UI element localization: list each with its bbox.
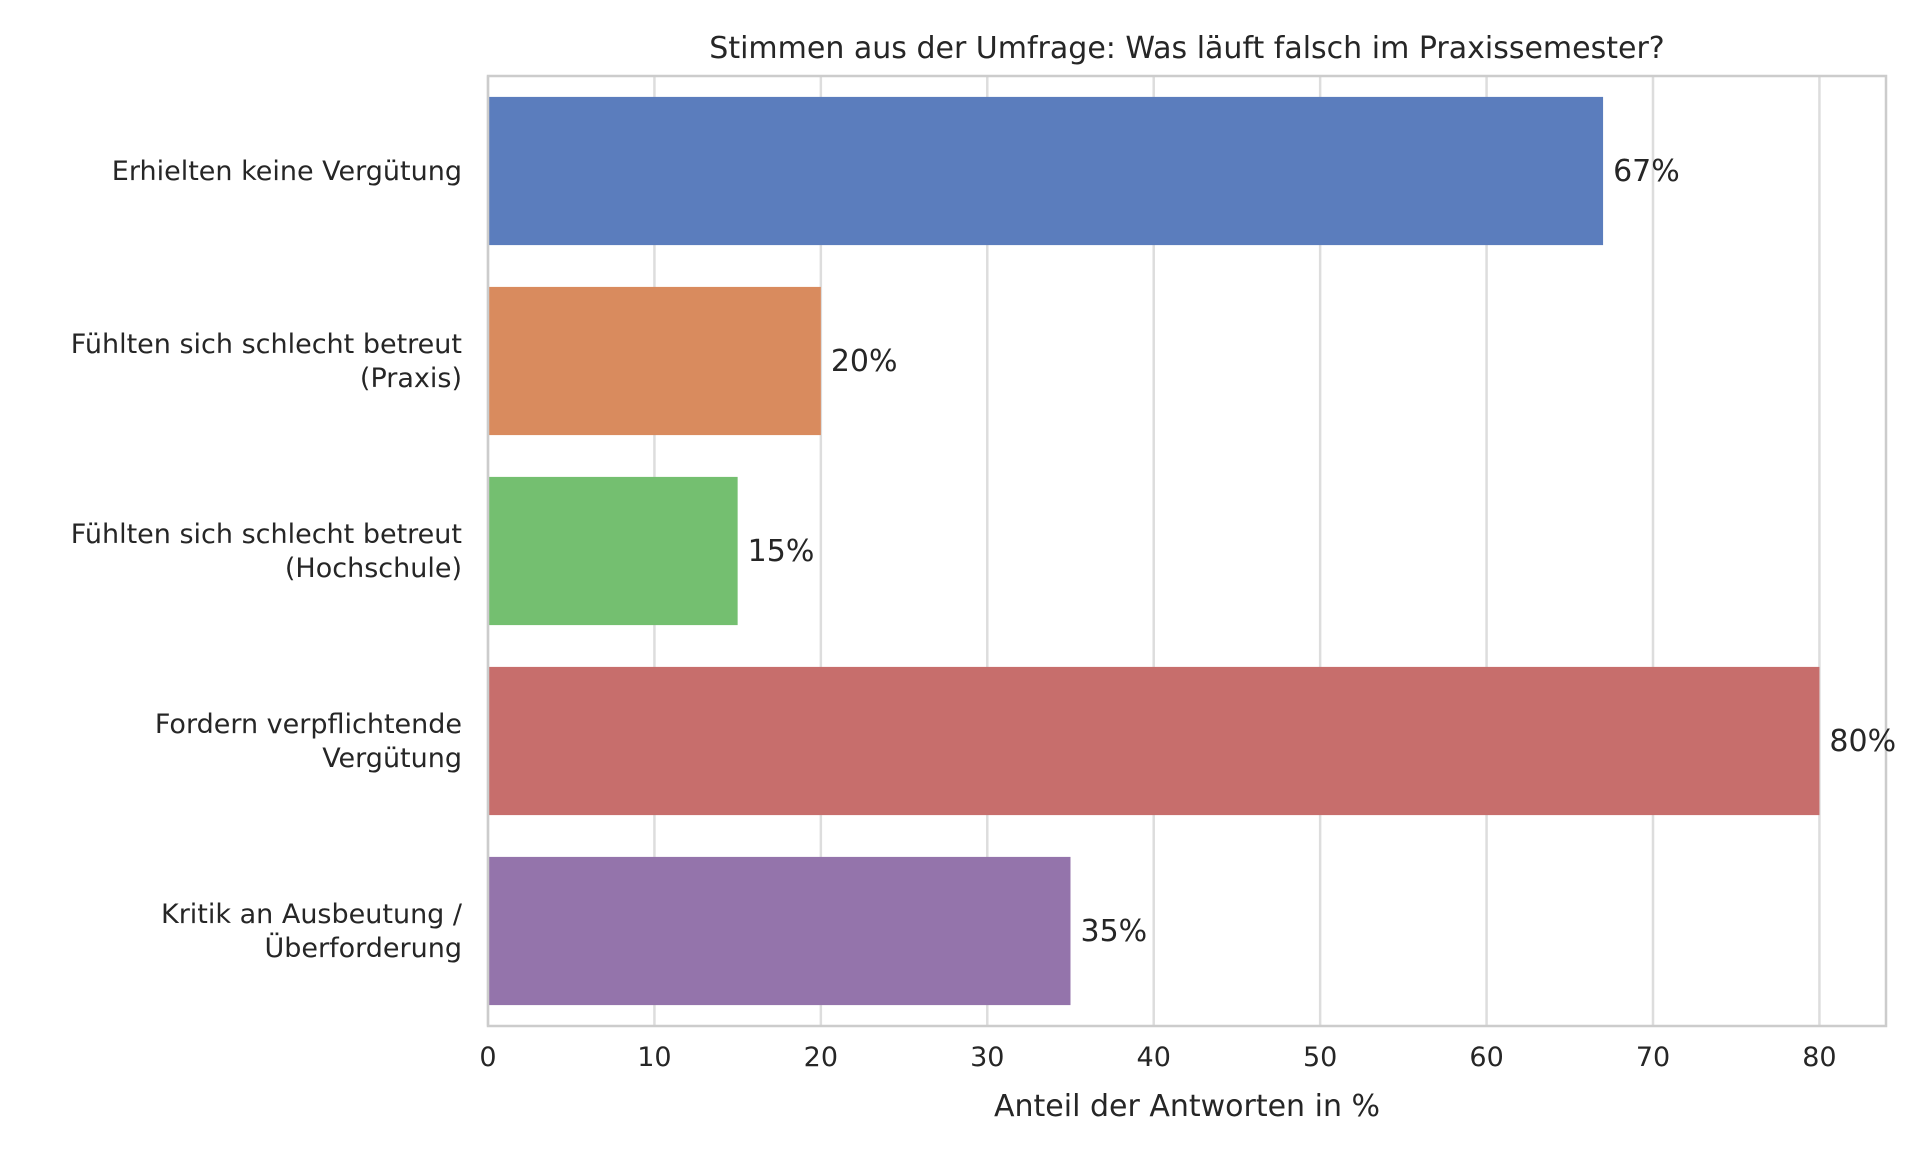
category-label-line: (Praxis) bbox=[360, 363, 462, 394]
bar bbox=[488, 666, 1820, 816]
category-label: Fordern verpflichtende Vergütung bbox=[155, 709, 462, 774]
bar bbox=[488, 476, 738, 626]
value-labels: 67% 20% 15% 80% 35% bbox=[748, 154, 1896, 949]
x-tick-label: 60 bbox=[1469, 1042, 1503, 1073]
category-label-line: Fühlten sich schlecht betreut bbox=[71, 519, 462, 550]
x-axis-label: Anteil der Antworten in % bbox=[994, 1089, 1380, 1124]
category-label: Fühlten sich schlecht betreut (Hochschule… bbox=[71, 519, 462, 584]
x-tick-labels: 0 10 20 30 40 50 60 70 80 bbox=[479, 1042, 1836, 1073]
category-label: Fühlten sich schlecht betreut (Praxis) bbox=[71, 329, 462, 394]
bar bbox=[488, 96, 1604, 246]
category-labels: Erhielten keine Vergütung Fühlten sich sc… bbox=[71, 156, 463, 964]
x-tick-label: 0 bbox=[479, 1042, 496, 1073]
category-label-line: Überforderung bbox=[265, 932, 462, 964]
bar-value-label: 15% bbox=[748, 534, 815, 569]
x-tick-label: 70 bbox=[1636, 1042, 1670, 1073]
category-label: Kritik an Ausbeutung / Überforderung bbox=[161, 899, 463, 964]
x-tick-label: 10 bbox=[637, 1042, 671, 1073]
category-label-line: Erhielten keine Vergütung bbox=[112, 156, 462, 187]
category-label-line: Fühlten sich schlecht betreut bbox=[71, 329, 462, 360]
category-label: Erhielten keine Vergütung bbox=[112, 156, 462, 187]
bar-value-label: 20% bbox=[831, 344, 898, 379]
category-label-line: Fordern verpflichtende bbox=[155, 709, 462, 740]
bar bbox=[488, 286, 821, 436]
bar bbox=[488, 856, 1071, 1006]
bars bbox=[488, 96, 1820, 1006]
x-tick-label: 40 bbox=[1137, 1042, 1171, 1073]
bar-value-label: 80% bbox=[1829, 724, 1896, 759]
x-tick-label: 20 bbox=[804, 1042, 838, 1073]
bar-value-label: 35% bbox=[1081, 914, 1148, 949]
category-label-line: (Hochschule) bbox=[285, 553, 462, 584]
x-tick-label: 50 bbox=[1303, 1042, 1337, 1073]
x-tick-label: 30 bbox=[970, 1042, 1004, 1073]
category-label-line: Kritik an Ausbeutung / bbox=[161, 899, 463, 930]
bar-value-label: 67% bbox=[1613, 154, 1680, 189]
category-label-line: Vergütung bbox=[322, 743, 462, 774]
plot-frame bbox=[486, 74, 1888, 1028]
chart-title: Stimmen aus der Umfrage: Was läuft falsc… bbox=[709, 31, 1664, 66]
x-tick-label: 80 bbox=[1802, 1042, 1836, 1073]
